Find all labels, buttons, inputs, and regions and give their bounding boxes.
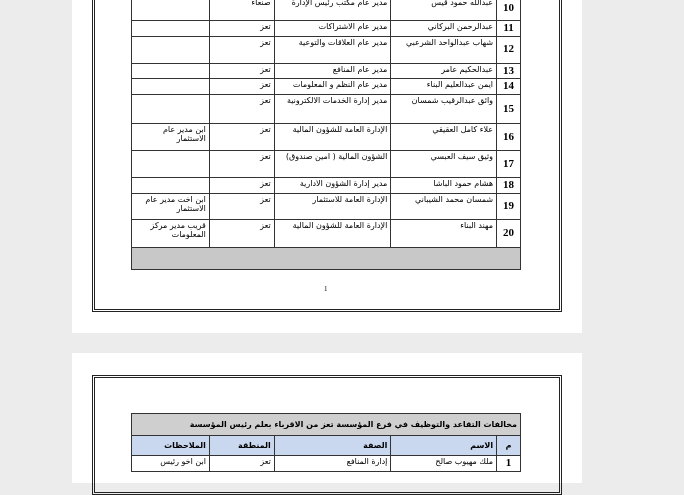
cell-position: مدير عام المنافع bbox=[273, 62, 392, 80]
cell-position: مدير إدارة الشؤون الادارية bbox=[273, 176, 392, 194]
empty-gray-row bbox=[131, 246, 521, 270]
table-title-row: مخالفات التقاعد والتوظيف في فرع المؤسسة … bbox=[131, 413, 521, 436]
table-row: 18 هشام حمود الباشا مدير إدارة الشؤون الاد… bbox=[131, 176, 521, 194]
cell-notes: ابن اخت مدير عام الاستثمار bbox=[131, 192, 210, 220]
cell-position: الشؤون المالية ( امين صندوق) bbox=[273, 149, 392, 178]
cell-num: 16 bbox=[496, 122, 521, 151]
cell-notes bbox=[131, 20, 210, 37]
cell-num: 13 bbox=[496, 62, 521, 80]
cell-position: الإدارة العامة للاستثمار bbox=[273, 192, 392, 220]
table-row: 10 عبدالله حمود قيس مدير عام مكتب رئيس الإ… bbox=[131, 0, 521, 21]
cell-num: 18 bbox=[496, 176, 521, 194]
cell-region: تعز bbox=[208, 93, 275, 124]
document-page-1: 10 عبدالله حمود قيس مدير عام مكتب رئيس الإ… bbox=[72, 0, 582, 333]
cell-region: تعز bbox=[208, 122, 275, 151]
page-number: 1 bbox=[324, 285, 328, 293]
cell-notes bbox=[131, 35, 210, 64]
cell-num: 1 bbox=[496, 455, 521, 472]
header-position: الصفة bbox=[273, 435, 392, 456]
document-page-2: مخالفات التقاعد والتوظيف في فرع المؤسسة … bbox=[72, 353, 582, 495]
cell-notes bbox=[131, 149, 210, 178]
cell-name: عبدالله حمود قيس bbox=[390, 0, 498, 21]
cell-position: مدير إدارة الخدمات الالكترونية bbox=[273, 93, 392, 124]
cell-position: مدير عام العلاقات والتوعية bbox=[273, 35, 392, 64]
cell-region: تعز bbox=[208, 149, 275, 178]
cell-notes bbox=[131, 0, 210, 21]
employees-table: 10 عبدالله حمود قيس مدير عام مكتب رئيس الإ… bbox=[131, 0, 521, 270]
cell-region: تعز bbox=[208, 176, 275, 194]
cell-name: وائق عبدالرقيب شمسان bbox=[390, 93, 498, 124]
cell-name: ايمن عبدالعليم البناء bbox=[390, 78, 498, 95]
table-row: 12 شهاب عبدالواحد الشرعبي مدير عام العلاقا… bbox=[131, 35, 521, 64]
cell-position: إدارة المنافع bbox=[273, 455, 392, 472]
cell-notes: ابن مدير عام الاستثمار bbox=[131, 122, 210, 151]
cell-position: الإدارة العامة للشؤون المالية bbox=[273, 218, 392, 248]
cell-name: عبدالرحمن البركاني bbox=[390, 20, 498, 37]
cell-num: 11 bbox=[496, 20, 521, 37]
cell-notes bbox=[131, 93, 210, 124]
table-row: 15 وائق عبدالرقيب شمسان مدير إدارة الخدمات… bbox=[131, 93, 521, 124]
cell-region: تعز bbox=[208, 20, 275, 37]
table-row: 11 عبدالرحمن البركاني مدير عام الاشتراكات ت… bbox=[131, 20, 521, 37]
header-region: المنطقة bbox=[208, 435, 275, 456]
cell-region: صنعاء bbox=[208, 0, 275, 21]
cell-name: مهند البناء bbox=[390, 218, 498, 248]
cell-name: علاء كامل العقيقي bbox=[390, 122, 498, 151]
header-name: الاسم bbox=[390, 435, 498, 456]
gray-cell bbox=[131, 246, 521, 270]
cell-num: 10 bbox=[496, 0, 521, 21]
table-row: 16 علاء كامل العقيقي الإدارة العامة للشؤون… bbox=[131, 122, 521, 151]
page-border bbox=[92, 0, 562, 312]
cell-num: 12 bbox=[496, 35, 521, 64]
cell-region: تعز bbox=[208, 35, 275, 64]
cell-name: شمسان محمد الشيباني bbox=[390, 192, 498, 220]
table-row: 1 ملك مهيوب صالح إدارة المنافع تعز ابن اخو ر… bbox=[131, 455, 521, 472]
table-row: 14 ايمن عبدالعليم البناء مدير عام النظم و … bbox=[131, 78, 521, 95]
table-header-row: م الاسم الصفة المنطقة الملاحظات bbox=[131, 435, 521, 456]
header-notes: الملاحظات bbox=[131, 435, 210, 456]
cell-notes: قريب مدير مركز المعلومات bbox=[131, 218, 210, 248]
cell-region: تعز bbox=[208, 78, 275, 95]
cell-name: عبدالحكيم عامر bbox=[390, 62, 498, 80]
table-title: مخالفات التقاعد والتوظيف في فرع المؤسسة … bbox=[131, 413, 521, 436]
table-row: 20 مهند البناء الإدارة العامة للشؤون المال… bbox=[131, 218, 521, 248]
cell-name: هشام حمود الباشا bbox=[390, 176, 498, 194]
cell-notes bbox=[131, 176, 210, 194]
cell-num: 19 bbox=[496, 192, 521, 220]
violations-table: مخالفات التقاعد والتوظيف في فرع المؤسسة … bbox=[131, 413, 521, 472]
cell-num: 17 bbox=[496, 149, 521, 178]
cell-region: تعز bbox=[208, 455, 275, 472]
cell-position: مدير عام النظم و المعلومات bbox=[273, 78, 392, 95]
cell-notes bbox=[131, 62, 210, 80]
cell-position: الإدارة العامة للشؤون المالية bbox=[273, 122, 392, 151]
header-num: م bbox=[496, 435, 521, 456]
cell-num: 20 bbox=[496, 218, 521, 248]
table-row: 19 شمسان محمد الشيباني الإدارة العامة للاس… bbox=[131, 192, 521, 220]
cell-name: ملك مهيوب صالح bbox=[390, 455, 498, 472]
cell-region: تعز bbox=[208, 62, 275, 80]
cell-num: 15 bbox=[496, 93, 521, 124]
cell-position: مدير عام مكتب رئيس الإدارة bbox=[273, 0, 392, 21]
cell-region: تعز bbox=[208, 218, 275, 248]
table-row: 13 عبدالحكيم عامر مدير عام المنافع تعز bbox=[131, 62, 521, 80]
cell-name: وثيق سيف العبسي bbox=[390, 149, 498, 178]
table-row: 17 وثيق سيف العبسي الشؤون المالية ( امين ص… bbox=[131, 149, 521, 178]
cell-region: تعز bbox=[208, 192, 275, 220]
cell-notes: ابن اخو رئيس bbox=[131, 455, 210, 472]
cell-notes bbox=[131, 78, 210, 95]
cell-position: مدير عام الاشتراكات bbox=[273, 20, 392, 37]
cell-num: 14 bbox=[496, 78, 521, 95]
cell-name: شهاب عبدالواحد الشرعبي bbox=[390, 35, 498, 64]
